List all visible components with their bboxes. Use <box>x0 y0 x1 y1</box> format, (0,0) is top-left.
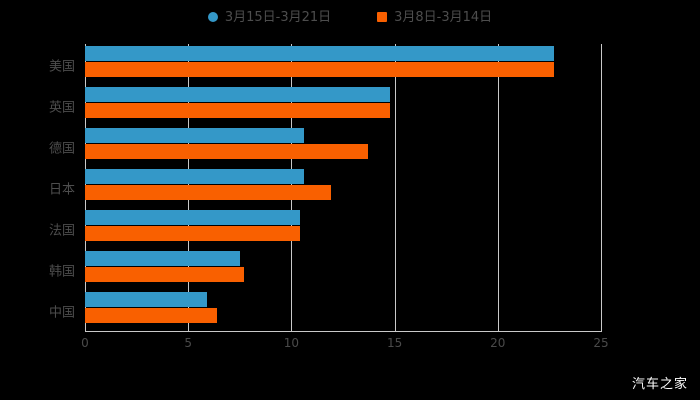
x-tick-label-20: 20 <box>490 336 506 350</box>
category-label-5: 韩国 <box>48 264 75 279</box>
category-label-0: 美国 <box>48 59 75 74</box>
bar-3-series-1[interactable] <box>85 185 331 200</box>
bar-0-series-0[interactable] <box>85 46 554 61</box>
bar-3-series-0[interactable] <box>85 169 304 184</box>
bar-5-series-0[interactable] <box>85 251 240 266</box>
bar-group: 韩国 <box>49 249 601 290</box>
bar-2-series-1[interactable] <box>85 144 368 159</box>
legend-marker-square-icon <box>377 12 388 22</box>
gridline-20 <box>497 44 499 331</box>
gridline-15 <box>394 44 396 331</box>
x-tick-label-25: 25 <box>593 336 609 350</box>
category-label-4: 法国 <box>48 223 75 238</box>
watermark: 汽车之家 <box>631 377 688 392</box>
x-tick-label-10: 10 <box>283 336 300 350</box>
bar-group: 日本 <box>49 167 601 208</box>
bar-4-series-0[interactable] <box>85 210 300 225</box>
bar-group: 法国 <box>49 208 601 249</box>
bar-group: 英国 <box>49 85 601 126</box>
category-label-2: 德国 <box>48 141 75 156</box>
bar-group: 美国 <box>49 44 601 85</box>
bar-5-series-1[interactable] <box>85 267 244 282</box>
bar-6-series-0[interactable] <box>85 292 207 307</box>
category-label-3: 日本 <box>48 182 75 197</box>
bar-4-series-1[interactable] <box>85 226 300 241</box>
legend-item-series-0[interactable]: 3月15日-3月21日 <box>207 9 332 25</box>
plot-area: 0 5 10 15 20 25 美国英国德国日本法国韩国中国 <box>49 44 609 350</box>
x-tick-label-15: 15 <box>386 336 403 350</box>
category-label-6: 中国 <box>48 305 75 320</box>
legend-label-series-0: 3月15日-3月21日 <box>224 9 332 25</box>
legend-item-series-1[interactable]: 3月8日-3月14日 <box>377 11 492 24</box>
category-label-1: 英国 <box>48 100 75 115</box>
legend-marker-circle-icon <box>207 12 218 22</box>
x-axis-line <box>85 331 602 332</box>
bar-1-series-1[interactable] <box>85 103 391 118</box>
bar-group: 德国 <box>49 126 601 167</box>
bar-0-series-1[interactable] <box>85 62 554 77</box>
gridline-25 <box>601 44 602 331</box>
x-tick-label-0: 0 <box>81 336 89 350</box>
bar-1-series-0[interactable] <box>85 87 391 102</box>
chart-legend: 3月15日-3月21日 3月8日-3月14日 <box>0 6 700 28</box>
legend-label-series-1: 3月8日-3月14日 <box>394 9 493 25</box>
bar-group: 中国 <box>49 290 601 331</box>
x-tick-label-5: 5 <box>184 336 193 350</box>
bar-6-series-1[interactable] <box>85 308 218 323</box>
bar-2-series-0[interactable] <box>85 128 304 143</box>
